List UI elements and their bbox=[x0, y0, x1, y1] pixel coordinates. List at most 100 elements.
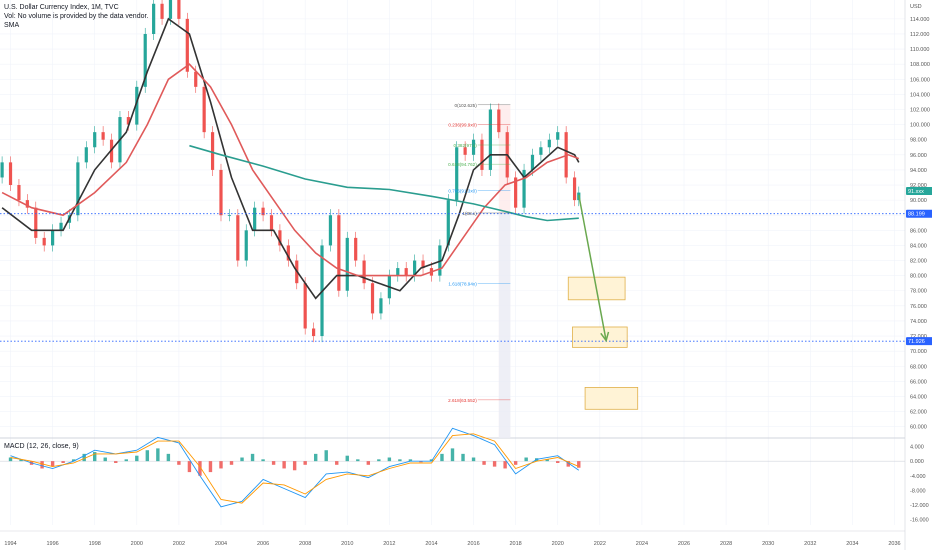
fib-level-label: 0.236(99.9x0) bbox=[448, 123, 477, 128]
price-label-badge bbox=[906, 337, 932, 346]
candle-body bbox=[143, 33, 147, 87]
candle-body bbox=[471, 139, 476, 155]
candle-body bbox=[572, 177, 577, 201]
macd-histogram-bar bbox=[103, 457, 107, 462]
symbol-title[interactable]: U.S. Dollar Currency Index, 1M, TVC bbox=[4, 4, 119, 11]
macd-histogram-bar bbox=[324, 450, 328, 462]
x-tick-label: 2002 bbox=[173, 541, 185, 547]
macd-histogram-bar bbox=[429, 459, 434, 462]
macd-legend: MACD (12, 26, close, 9) bbox=[4, 442, 79, 451]
y-tick-label: 86.000 bbox=[910, 228, 927, 234]
candle-body bbox=[25, 200, 29, 208]
x-tick-label: 2010 bbox=[341, 541, 353, 547]
price-label-badge bbox=[906, 187, 932, 196]
y-tick-label: 92.000 bbox=[910, 183, 927, 189]
target-boxes bbox=[567, 276, 639, 410]
macd-histogram-bar bbox=[450, 448, 455, 462]
macd-histogram-bar bbox=[503, 461, 507, 469]
candle-body bbox=[278, 230, 282, 246]
y-tick-label: 108.000 bbox=[910, 62, 930, 68]
candle-body bbox=[556, 132, 560, 140]
macd-histogram-bar bbox=[219, 461, 223, 469]
macd-y-tick-label: 0.000 bbox=[910, 459, 924, 465]
candle-body bbox=[0, 162, 4, 178]
x-tick-label: 2014 bbox=[425, 541, 437, 547]
candle-body bbox=[522, 169, 526, 208]
y-tick-label: 100.000 bbox=[910, 123, 930, 129]
macd-histogram-bar bbox=[387, 457, 392, 462]
candle-body bbox=[311, 328, 316, 337]
macd-histogram-bar bbox=[261, 459, 265, 462]
fib-level-label: 0.786(91.3x0) bbox=[448, 188, 477, 193]
sma-line bbox=[1, 63, 580, 277]
x-tick-label: 2020 bbox=[552, 541, 564, 547]
price-label-text: 71.926 bbox=[908, 339, 925, 345]
macd-histogram-bar bbox=[556, 461, 560, 463]
fib-band-blue bbox=[498, 212, 511, 438]
x-tick-label: 2034 bbox=[846, 541, 858, 547]
candle-body bbox=[404, 268, 408, 276]
macd-histogram-bar bbox=[114, 461, 118, 463]
macd-histogram-bar bbox=[303, 461, 307, 465]
moving-averages bbox=[1, 17, 580, 300]
candle-body bbox=[126, 117, 130, 125]
y-tick-label: 90.000 bbox=[910, 198, 927, 204]
macd-histogram-bar bbox=[240, 457, 244, 462]
candle-body bbox=[446, 200, 450, 246]
y-tick-label: 68.000 bbox=[910, 364, 927, 370]
x-tick-label: 2012 bbox=[383, 541, 395, 547]
candle-body bbox=[227, 215, 232, 217]
fib-levels: 0(102.625) 0.236(99.9x0) 0.382(97.x) 0.618(… bbox=[448, 103, 511, 403]
macd-histogram-bar bbox=[177, 461, 181, 465]
macd-histogram-bar bbox=[492, 461, 497, 467]
macd-histogram-bar bbox=[419, 461, 423, 463]
macd-histogram-bar bbox=[124, 459, 128, 462]
macd-histogram-bar bbox=[335, 461, 339, 465]
y-tick-label: 98.000 bbox=[910, 138, 927, 144]
fib-level-label: 0.382(97.x) bbox=[454, 143, 478, 148]
macd-histogram-bar bbox=[471, 457, 476, 462]
candle-body bbox=[269, 215, 274, 231]
candle-body bbox=[514, 177, 518, 208]
y-tick-label: 106.000 bbox=[910, 77, 930, 83]
x-tick-label: 2006 bbox=[257, 541, 269, 547]
fib-band bbox=[498, 104, 511, 438]
macd-histogram-bar bbox=[198, 461, 202, 476]
macd-histogram-bar bbox=[545, 459, 549, 462]
candle-body bbox=[421, 260, 425, 269]
candle-body bbox=[345, 237, 349, 291]
y-tick-label: 80.000 bbox=[910, 274, 927, 280]
candle-body bbox=[480, 139, 484, 170]
macd-y-tick-label: -8.000 bbox=[910, 488, 926, 494]
y-tick-label: 70.000 bbox=[910, 349, 927, 355]
macd-histogram-bar bbox=[577, 461, 581, 468]
macd-label[interactable]: MACD (12, 26, close, 9) bbox=[4, 443, 79, 450]
macd-y-tick-label: -16.000 bbox=[910, 518, 929, 524]
x-tick-label: 1998 bbox=[89, 541, 101, 547]
candle-body bbox=[303, 283, 307, 329]
macd-histogram-bar bbox=[566, 461, 570, 467]
indicator-label[interactable]: SMA bbox=[4, 22, 20, 29]
macd-histogram-bar bbox=[156, 448, 160, 462]
macd-histogram-bar bbox=[292, 461, 297, 471]
macd-histogram-bar bbox=[145, 450, 150, 462]
sma-line bbox=[189, 144, 579, 222]
volume-note: Vol: No volume is provided by the data v… bbox=[4, 13, 149, 20]
y-tick-label: 64.000 bbox=[910, 394, 927, 400]
price-label-text: 91.xxx bbox=[908, 189, 924, 195]
macd-line bbox=[10, 427, 580, 508]
candle-body bbox=[194, 71, 198, 87]
x-tick-label: 2026 bbox=[678, 541, 690, 547]
candle-body bbox=[177, 0, 181, 19]
x-tick-label: 2004 bbox=[215, 541, 227, 547]
x-tick-label: 2018 bbox=[510, 541, 522, 547]
fib-level-label: 1(88.x) bbox=[462, 211, 477, 216]
macd-histogram-bar bbox=[93, 452, 97, 462]
macd-histogram-bar bbox=[461, 453, 465, 462]
x-tick-label: 1994 bbox=[4, 541, 16, 547]
candle-body bbox=[34, 207, 38, 238]
y-tick-label: 96.000 bbox=[910, 153, 927, 159]
y-tick-label: 72.000 bbox=[910, 334, 927, 340]
